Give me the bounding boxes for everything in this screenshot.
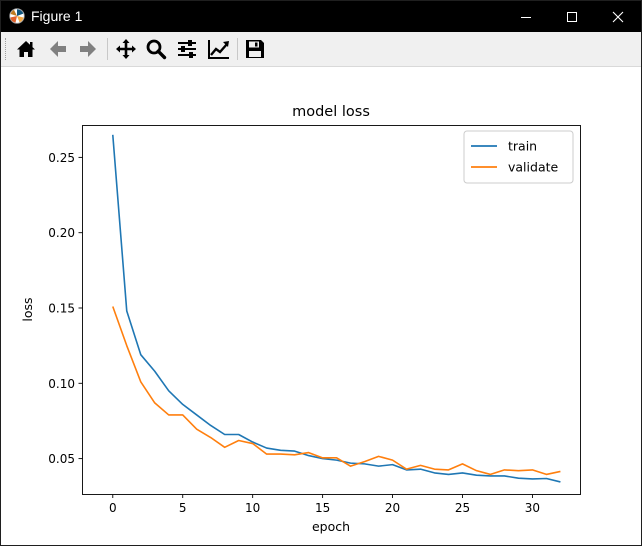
sliders-icon [178,40,196,58]
series-line-train [111,134,561,483]
y-tick-label: 0.10 [48,377,75,391]
y-tick-label: 0.05 [48,452,75,466]
toolbar-separator [237,38,238,60]
x-tick-label: 20 [385,501,400,515]
home-icon [17,41,35,57]
legend-label-validate: validate [508,160,558,175]
y-tick-label: 0.25 [48,151,75,165]
x-tick-label: 0 [109,501,117,515]
maximize-button[interactable] [549,1,595,32]
y-tick-label: 0.20 [48,226,75,240]
home-button[interactable] [13,36,39,62]
x-tick-label: 25 [455,501,470,515]
series-line-validate [112,306,561,476]
chart-title: model loss [292,104,370,120]
title-bar[interactable]: Figure 1 [1,1,641,32]
x-tick-label: 10 [245,501,260,515]
floppy-disk-icon [246,40,264,58]
minimize-icon [521,16,531,18]
back-arrow-icon [50,41,66,57]
maximize-icon [567,11,577,22]
close-icon [612,11,624,22]
forward-button[interactable] [75,36,101,62]
x-axis-label: epoch [312,519,350,534]
x-tick-label: 15 [315,501,330,515]
navigation-toolbar [1,32,641,67]
toolbar-separator [107,38,108,60]
loss-chart[interactable]: model loss 0 5 10 15 20 25 30 0.05 0.10 0.15 0.20 0.… [1,67,641,545]
configure-subplots-button[interactable] [174,36,200,62]
matplotlib-logo-icon [9,8,25,24]
figure-canvas[interactable]: model loss 0 5 10 15 20 25 30 0.05 0.10 0.15 0.20 0.… [1,67,641,545]
legend-label-train: train [508,139,537,154]
toolbar-grip[interactable] [5,38,8,60]
move-icon [116,39,136,59]
forward-arrow-icon [80,41,96,57]
x-tick-label: 30 [525,501,540,515]
minimize-button[interactable] [503,1,549,32]
zoom-button[interactable] [143,36,169,62]
x-tick-label: 5 [179,501,187,515]
y-tick-label: 0.15 [48,301,75,315]
back-button[interactable] [45,36,71,62]
pan-button[interactable] [113,36,139,62]
trend-chart-icon [208,40,229,59]
y-axis-label: loss [20,297,35,321]
close-button[interactable] [595,1,641,32]
axes-frame [82,125,581,495]
legend-box [463,130,574,184]
window-title: Figure 1 [31,8,83,24]
edit-curves-button[interactable] [206,36,232,62]
magnifier-icon [146,39,167,60]
save-button[interactable] [242,36,268,62]
